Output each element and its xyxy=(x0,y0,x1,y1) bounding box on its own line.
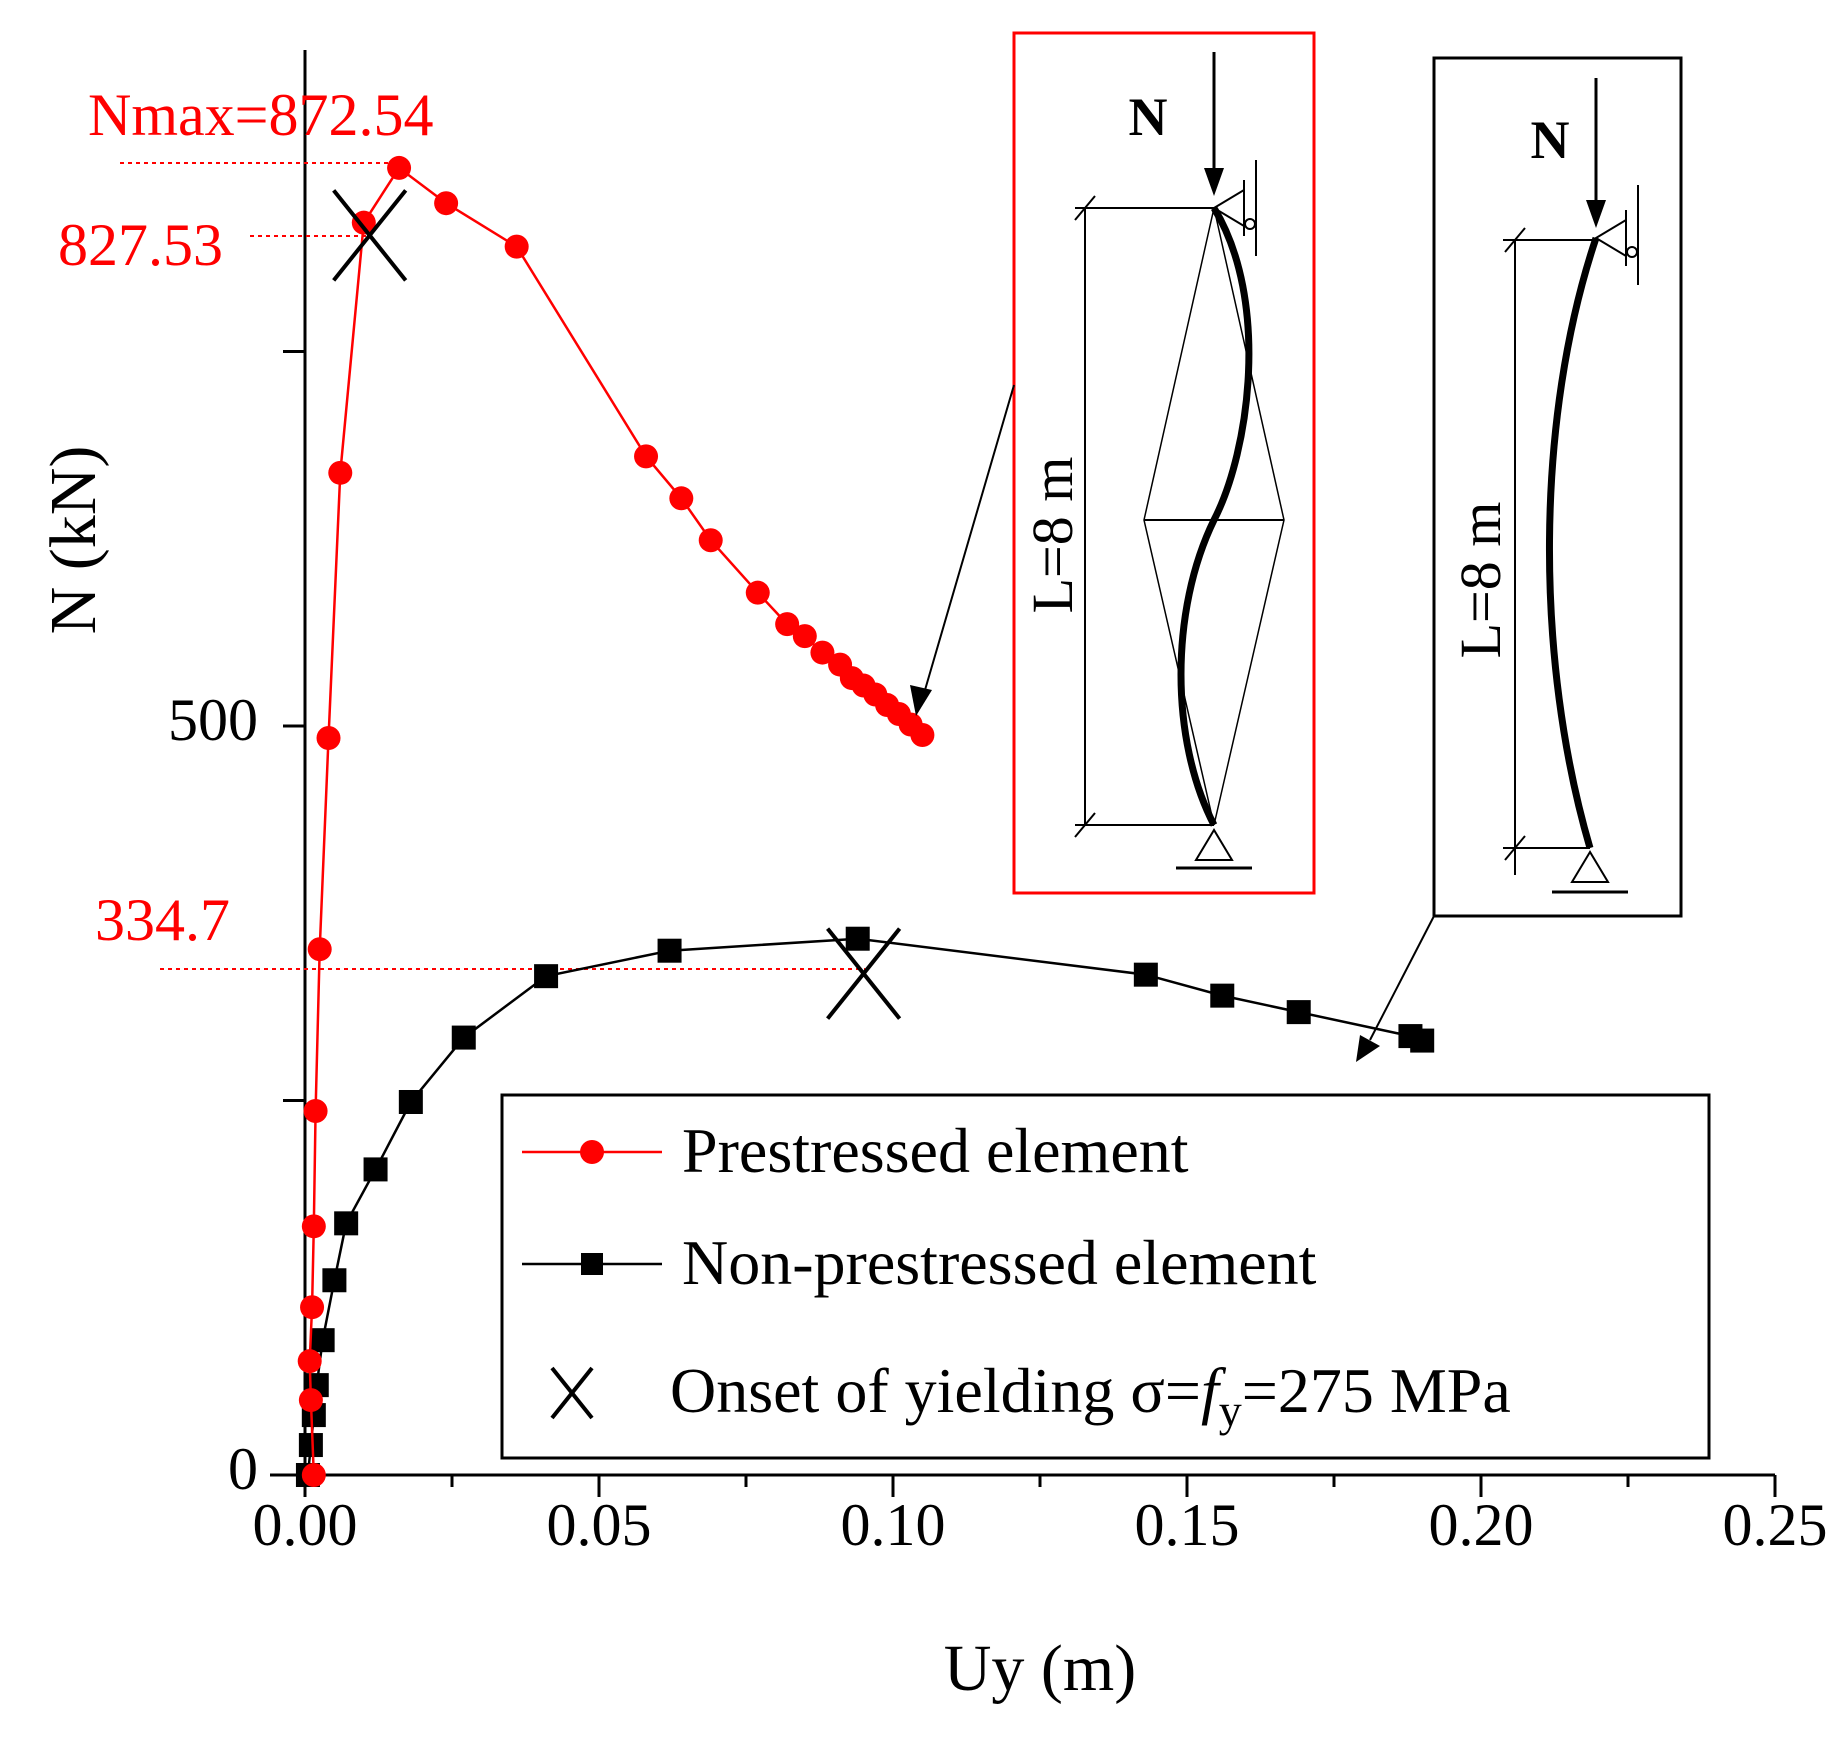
y-tick-label-500: 500 xyxy=(168,687,258,753)
x-tick-label-4: 0.20 xyxy=(1429,1492,1534,1558)
series-non-prestressed-point-12 xyxy=(845,926,870,951)
axes xyxy=(270,50,1775,1477)
x-ticks xyxy=(303,1475,1777,1497)
yield-markers xyxy=(332,189,902,1020)
series-non-prestressed-point-9 xyxy=(451,1025,476,1050)
inset-nonprestressed-top-support xyxy=(1594,218,1627,258)
series-non-prestressed-point-1 xyxy=(298,1433,323,1458)
inset-prestressed-frame xyxy=(1012,31,1316,895)
inset-prestressed-length-label: L=8 m xyxy=(1020,457,1085,614)
series-prestressed-point-8 xyxy=(328,460,353,485)
inset-prestressed-column xyxy=(1177,206,1253,827)
yield-prestressed-annotation: 827.53 xyxy=(58,212,223,278)
series-prestressed-point-5 xyxy=(303,1098,328,1123)
inset-nonprestressed-column xyxy=(1546,236,1600,849)
series-non-prestressed-point-4 xyxy=(310,1328,335,1353)
leader-arrowhead-nonprestressed xyxy=(1356,1035,1380,1062)
series-prestressed-point-14 xyxy=(669,486,694,511)
inset-nonprestressed-force-arrowhead xyxy=(1586,200,1606,228)
inset-nonprestressed-dim-top-tick xyxy=(1504,227,1526,253)
yield-marker-1-b xyxy=(826,927,902,1020)
yield-nonprestressed-annotation: 334.7 xyxy=(95,887,230,953)
series-non-prestressed-point-14 xyxy=(1210,983,1235,1008)
leader-arrow-nonprestressed xyxy=(1369,915,1435,1041)
series-non-prestressed-point-11 xyxy=(657,938,682,963)
series-prestressed-point-12 xyxy=(504,234,529,259)
inset-nonprestressed: N L=8 m xyxy=(1432,56,1683,918)
inset-nonprestressed-frame xyxy=(1432,56,1683,918)
inset-prestressed-force-arrowhead xyxy=(1204,168,1224,196)
series-prestressed-point-15 xyxy=(698,528,723,553)
series-non-prestressed-point-7 xyxy=(363,1157,388,1182)
legend-swatch-nonprestressed-marker xyxy=(581,1253,603,1275)
legend-swatch-prestressed-marker xyxy=(580,1140,604,1164)
series-non-prestressed-point-5 xyxy=(322,1268,347,1293)
inset-nonprestressed-force-label: N xyxy=(1531,110,1570,170)
series-prestressed-point-9 xyxy=(351,210,376,235)
series-prestressed-point-19 xyxy=(810,640,835,665)
series-non-prestressed-point-6 xyxy=(334,1211,359,1236)
x-axis-title: Uy (m) xyxy=(944,1632,1136,1705)
legend-label-yield-subscript: y xyxy=(1219,1385,1242,1436)
legend-label-yield-value: =275 MPa xyxy=(1242,1355,1511,1426)
series-prestressed-point-13 xyxy=(634,444,659,469)
x-tick-label-1: 0.05 xyxy=(547,1492,652,1558)
legend-swatch-yield-b xyxy=(550,1366,594,1420)
series-prestressed-point-16 xyxy=(745,580,770,605)
legend-frame xyxy=(500,1093,1711,1460)
series-prestressed-point-7 xyxy=(316,725,341,750)
series-prestressed-point-10 xyxy=(387,155,412,180)
inset-nonprestressed-bottom-support xyxy=(1570,850,1610,883)
yield-marker-0-b xyxy=(332,189,408,282)
series-prestressed-point-1 xyxy=(298,1388,323,1413)
series-non-prestressed-point-13 xyxy=(1133,962,1158,987)
series-non-prestressed-point-8 xyxy=(398,1089,423,1114)
series-prestressed-point-4 xyxy=(301,1214,326,1239)
series-prestressed-point-17 xyxy=(775,612,800,637)
x-tick-label-3: 0.15 xyxy=(1135,1492,1240,1558)
legend-label-nonprestressed: Non-prestressed element xyxy=(682,1227,1317,1298)
legend-label-prestressed: Prestressed element xyxy=(682,1115,1189,1186)
y-ticks xyxy=(283,350,305,1477)
series-prestressed-point-27 xyxy=(910,722,935,747)
x-tick-label-5: 0.25 xyxy=(1723,1492,1828,1558)
x-tick-label-2: 0.10 xyxy=(841,1492,946,1558)
legend-label-yield: Onset of yielding σ=fy=275 MPa xyxy=(670,1355,1511,1436)
series-prestressed-point-0 xyxy=(301,1463,326,1487)
nmax-annotation: Nmax=872.54 xyxy=(88,82,433,148)
y-axis-title: N (kN) xyxy=(37,446,110,635)
leader-arrows xyxy=(910,384,1435,1062)
series-prestressed-point-3 xyxy=(300,1295,325,1320)
series-non-prestressed-point-10 xyxy=(534,964,559,989)
leader-arrowhead-prestressed xyxy=(910,685,932,716)
series-prestressed-point-6 xyxy=(307,937,332,962)
inset-prestressed-dim-bottom-tick xyxy=(1074,812,1096,838)
x-tick-label-0: 0.00 xyxy=(253,1492,358,1558)
inset-prestressed-bottom-support xyxy=(1194,828,1234,861)
series-non-prestressed-point-17 xyxy=(1410,1028,1435,1053)
guide-lines xyxy=(120,162,865,970)
inset-prestressed-top-roller xyxy=(1244,218,1256,230)
inset-nonprestressed-dim-bottom-tick xyxy=(1504,835,1526,861)
series-non-prestressed-point-15 xyxy=(1286,1000,1311,1025)
leader-arrow-prestressed xyxy=(924,384,1015,691)
series-prestressed-point-11 xyxy=(434,191,459,216)
series-prestressed xyxy=(297,155,935,1487)
series-prestressed-point-2 xyxy=(297,1349,322,1374)
inset-nonprestressed-length-label: L=8 m xyxy=(1448,502,1513,659)
inset-nonprestressed-top-roller xyxy=(1626,246,1638,258)
series-prestressed-point-18 xyxy=(792,624,817,649)
inset-prestressed: N L=8 m xyxy=(1012,31,1316,895)
legend-label-yield-sigma: Onset of yielding σ= xyxy=(670,1355,1201,1426)
y-tick-label-0: 0 xyxy=(228,1436,258,1502)
inset-prestressed-dim-top-tick xyxy=(1074,195,1096,221)
legend: Prestressed element Non-prestressed elem… xyxy=(500,1093,1711,1460)
inset-prestressed-force-label: N xyxy=(1129,87,1168,147)
